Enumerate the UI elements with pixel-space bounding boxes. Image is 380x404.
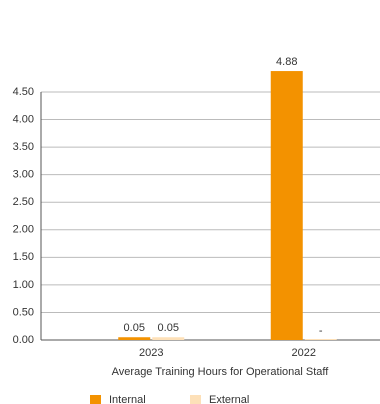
data-label: - (319, 325, 323, 337)
legend-label: External (209, 394, 249, 404)
x-axis-title: Average Training Hours for Operational S… (112, 366, 330, 378)
data-label: 0.05 (158, 322, 179, 334)
legend-label: Internal (109, 394, 146, 404)
y-tick-label: 2.50 (13, 196, 34, 208)
bar (152, 337, 185, 340)
bar (270, 71, 303, 341)
y-tick-label: 0.50 (13, 306, 34, 318)
data-label: 0.05 (124, 322, 145, 334)
x-tick-label: 2023 (139, 347, 163, 359)
y-tick-label: 1.00 (13, 279, 34, 291)
bar (304, 339, 337, 340)
y-tick-label: 4.50 (13, 86, 34, 98)
y-tick-label: 3.00 (13, 169, 34, 181)
bar (118, 337, 151, 340)
y-tick-label: 4.00 (13, 113, 34, 125)
legend-swatch (190, 395, 201, 404)
y-tick-label: 1.50 (13, 251, 34, 263)
x-tick-label: 2022 (292, 347, 316, 359)
y-tick-label: 2.00 (13, 224, 34, 236)
legend-swatch (90, 395, 101, 404)
data-label: 4.88 (276, 56, 297, 68)
y-tick-label: 3.50 (13, 141, 34, 153)
y-tick-label: 0.00 (13, 334, 34, 346)
